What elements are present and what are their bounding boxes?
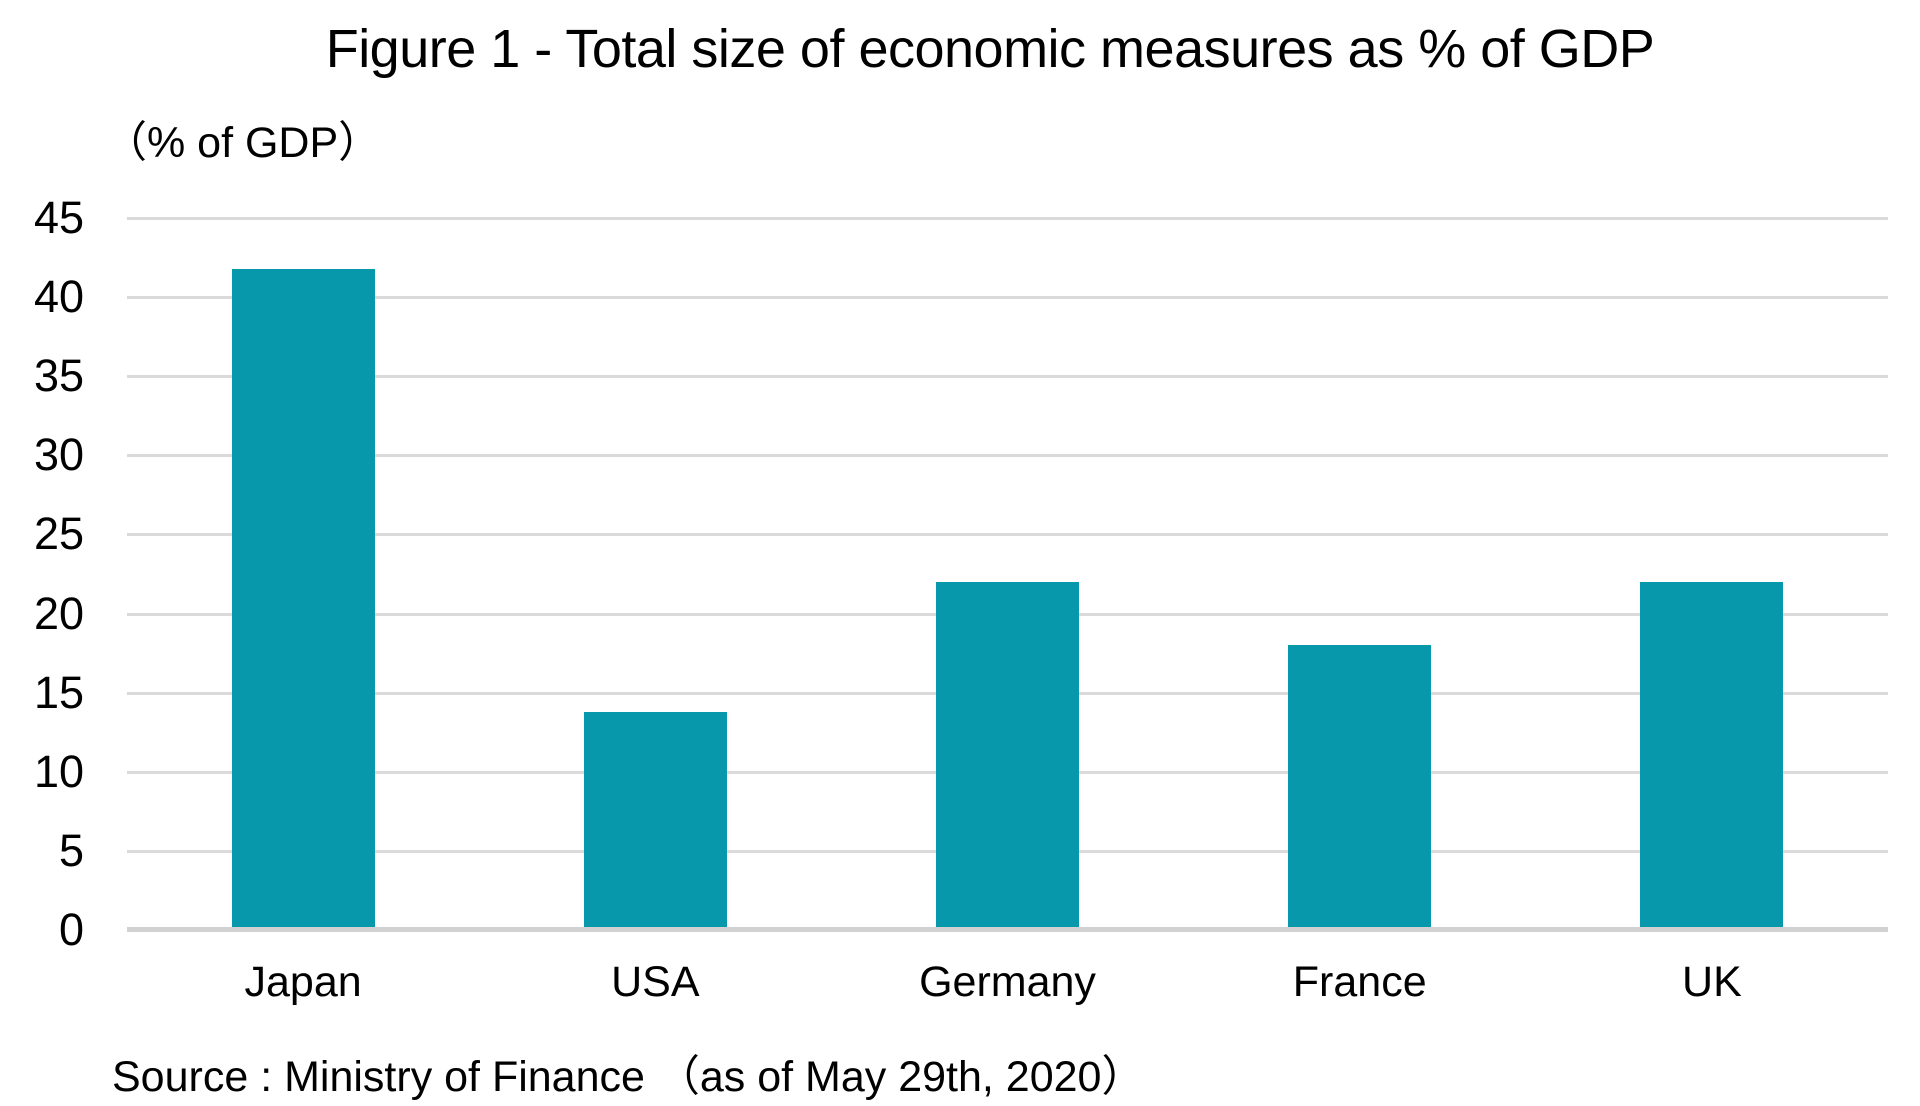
bar-slot-uk xyxy=(1536,218,1888,930)
y-tick-label-0: 0 xyxy=(58,904,84,955)
gridline-45 xyxy=(127,217,1888,220)
y-tick-label-35: 35 xyxy=(33,350,84,402)
y-tick-label-30: 30 xyxy=(33,429,84,481)
x-axis-labels: Japan USA Germany France UK xyxy=(127,958,1888,1007)
x-axis-label-germany: Germany xyxy=(919,958,1096,1006)
chart-title: Figure 1 - Total size of economic measur… xyxy=(325,19,1655,79)
y-tick-label-10: 10 xyxy=(33,745,84,797)
x-axis-line xyxy=(127,927,1888,932)
source-note: Source : Ministry of Finance （as of May … xyxy=(112,1053,1145,1101)
plot-area xyxy=(127,217,1888,932)
x-axis-label-japan: Japan xyxy=(244,958,362,1006)
bar-usa xyxy=(583,711,727,930)
bar-germany xyxy=(936,581,1079,930)
y-tick-label-15: 15 xyxy=(33,666,84,718)
gridline-40 xyxy=(127,296,1888,300)
x-axis-label-uk: UK xyxy=(1682,958,1742,1006)
bar-france xyxy=(1288,645,1432,930)
y-tick-label-20: 20 xyxy=(33,587,84,639)
x-axis-label-usa: USA xyxy=(611,958,700,1006)
y-tick-label-5: 5 xyxy=(58,824,84,876)
y-tick-label-45: 45 xyxy=(33,192,84,243)
y-tick-label-25: 25 xyxy=(33,508,84,560)
y-tick-label-40: 40 xyxy=(33,271,84,323)
bar-slot-japan xyxy=(127,218,479,930)
gridline-30 xyxy=(127,454,1888,458)
gridline-25 xyxy=(127,533,1888,537)
y-axis-unit-label: （% of GDP） xyxy=(104,119,382,167)
bar-slot-usa xyxy=(479,218,831,930)
bar-japan xyxy=(231,268,375,930)
bar-series xyxy=(127,218,1888,930)
gridline-35 xyxy=(127,375,1888,379)
bar-slot-france xyxy=(1184,218,1536,930)
x-axis-label-france: France xyxy=(1292,958,1427,1006)
bar-uk xyxy=(1640,581,1784,930)
bar-slot-germany xyxy=(831,218,1183,930)
